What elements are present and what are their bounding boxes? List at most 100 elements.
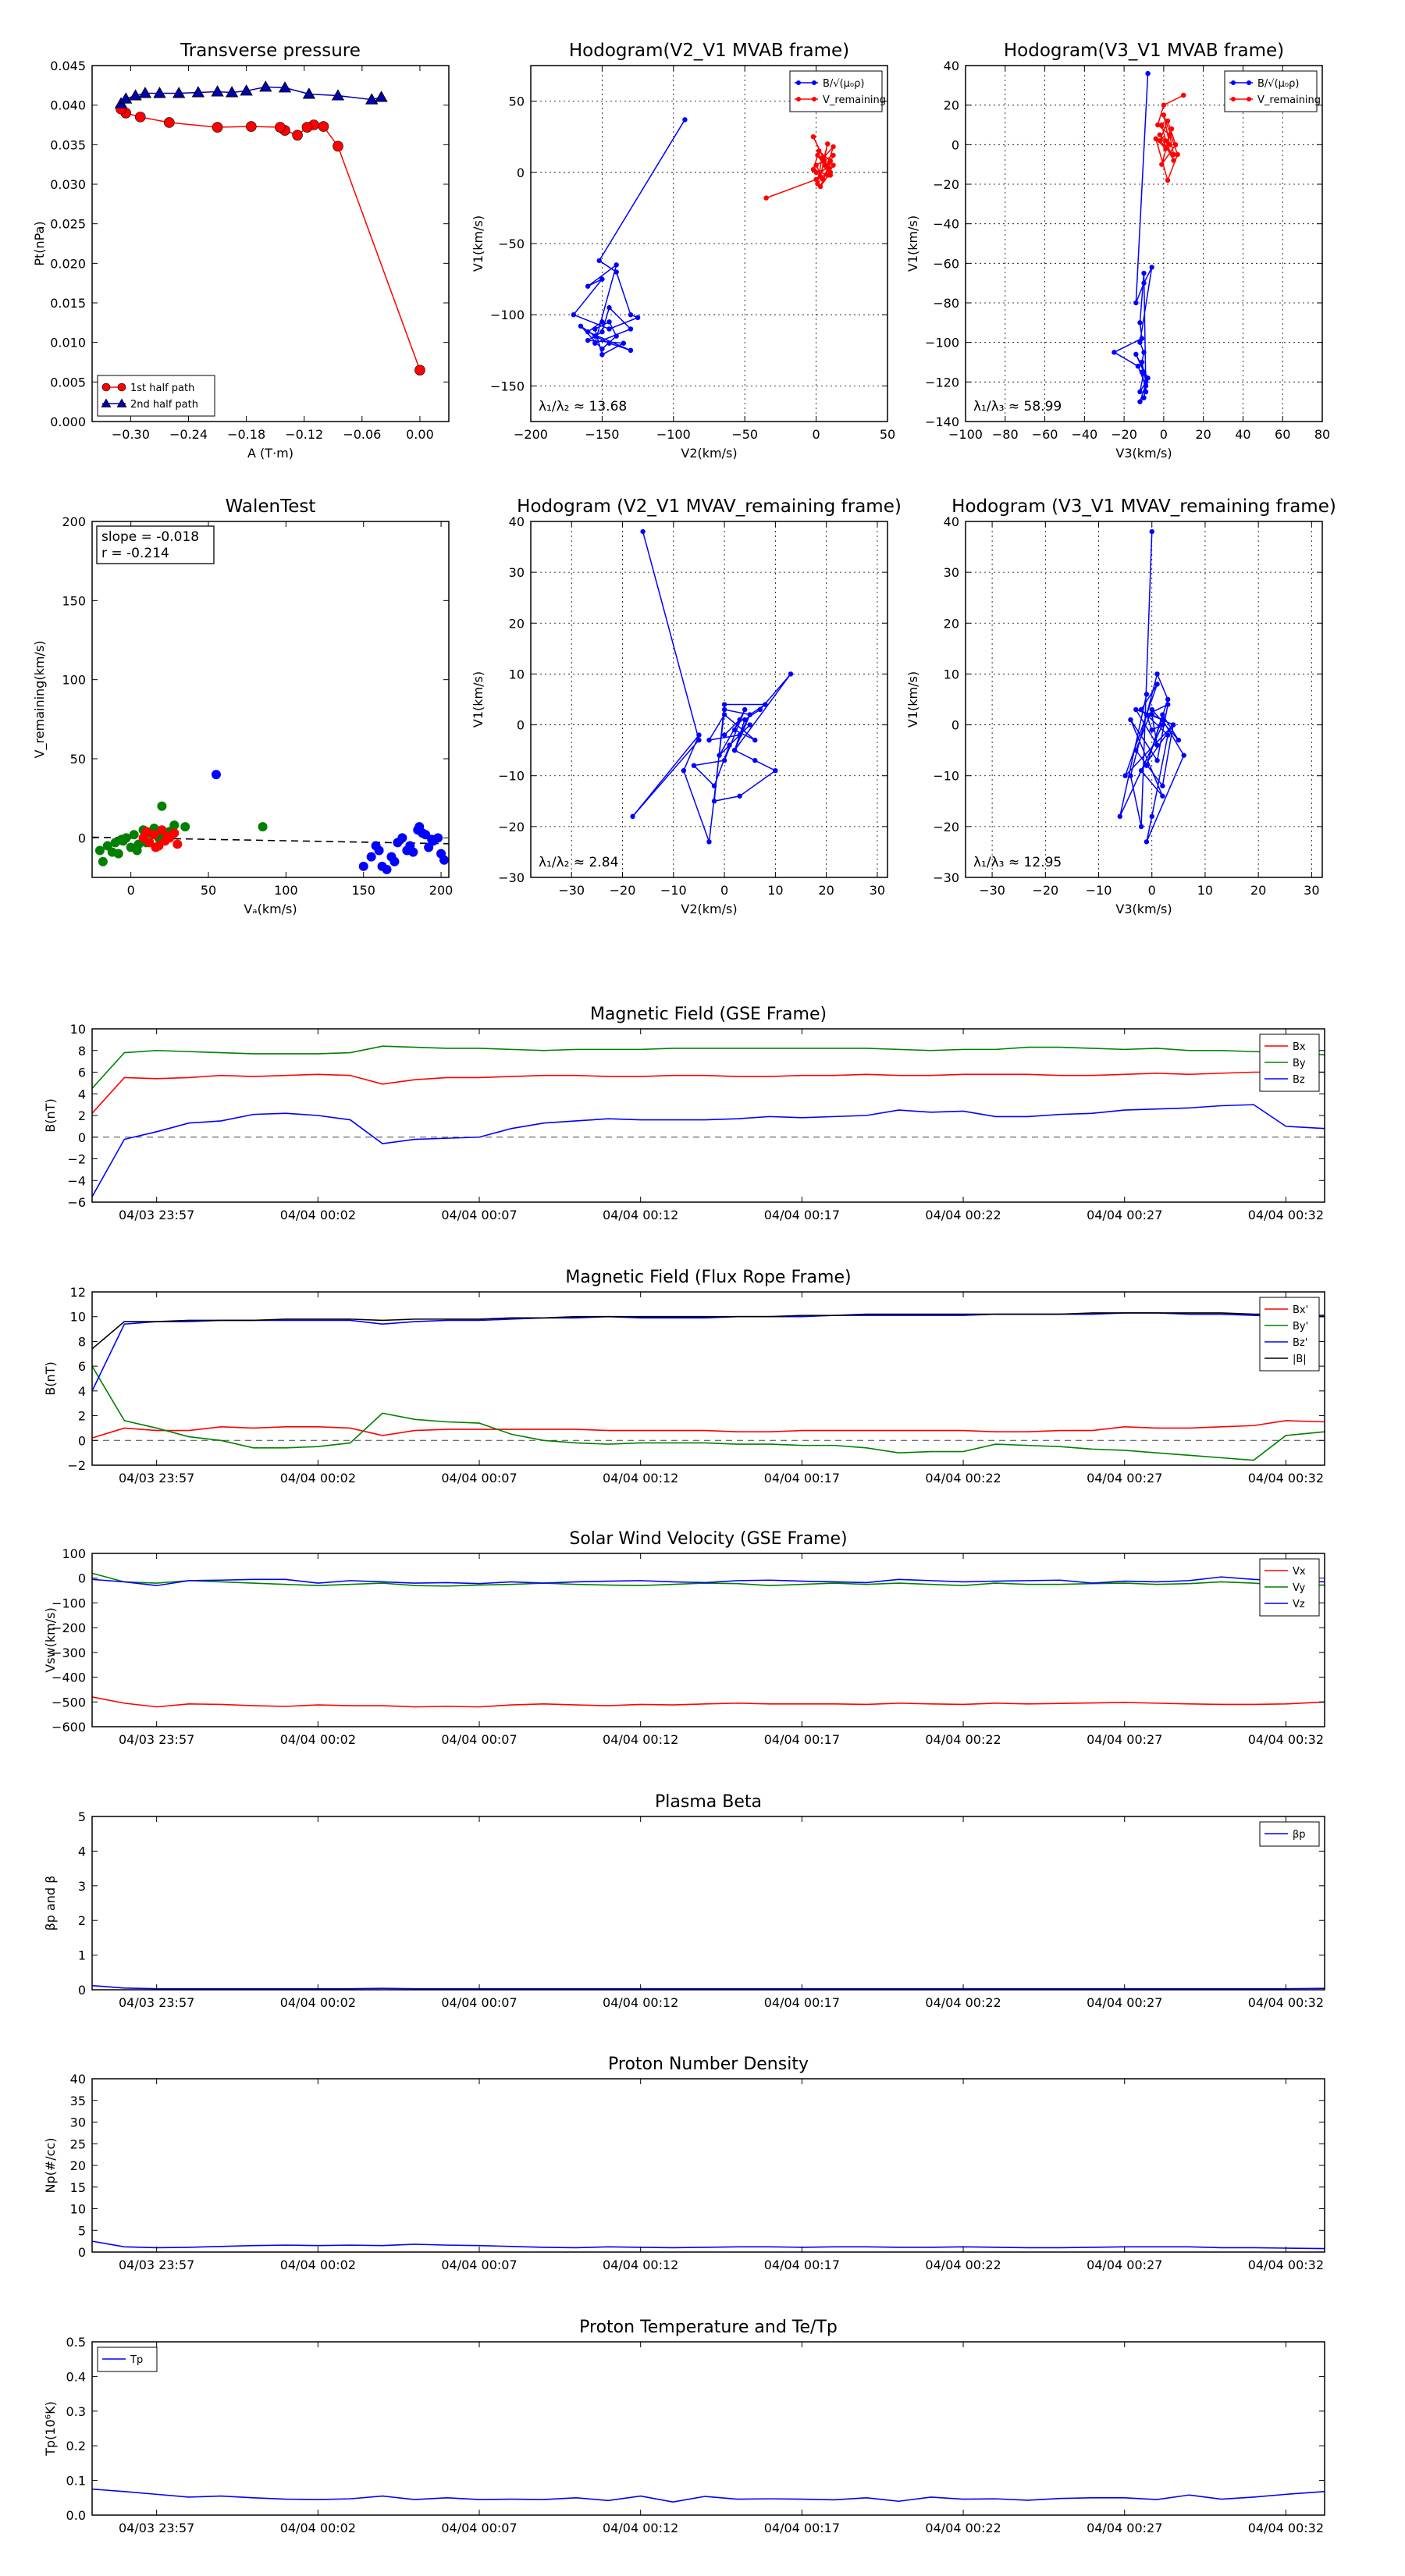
data-point [191,86,205,98]
data-point [606,340,612,346]
y-tick-label: −30 [933,870,959,885]
y-tick-label: 0.025 [50,217,86,232]
chart-title: Proton Number Density [608,2055,809,2074]
y-tick-label: 3 [78,1879,86,1894]
data-point [275,122,286,133]
x-tick-label: 04/04 00:32 [1248,1732,1324,1747]
x-tick-label: −30 [979,883,1005,898]
data-point [1154,757,1160,763]
x-tick-label: −20 [1032,883,1058,898]
data-point [717,753,722,758]
x-tick-label: 04/03 23:57 [119,1208,194,1222]
data-point [606,319,612,325]
x-tick-label: 50 [880,427,895,442]
y-tick-label: 4 [78,1384,86,1399]
series-line [572,119,686,356]
data-point [141,827,151,837]
data-point [813,169,819,175]
data-point [599,276,605,282]
chart-10: Plasma Beta 0 1 2 3 4 5 04/03 23:57 04/04 00:02 0… [43,1792,1325,2010]
data-point [1161,112,1167,118]
data-point [752,757,758,763]
chart-title: Hodogram (V3_V1 MVAV_remaining frame) [951,496,1336,517]
legend-label: Vx [1293,1566,1306,1578]
legend-frame [1259,1297,1320,1372]
data-point [1167,142,1172,148]
x-tick-label: 150 [351,883,375,898]
y-tick-label: −60 [933,256,959,271]
x-tick-label: 04/04 00:12 [603,1208,678,1222]
data-point [414,365,425,375]
series-line [120,86,382,105]
data-point [721,732,727,738]
x-tick-label: −10 [1086,883,1112,898]
data-point [691,763,697,768]
data-point [1153,136,1158,141]
data-point [1141,280,1147,286]
plot-area [92,1045,1325,1197]
legend-frame [1224,70,1318,112]
data-point [427,834,437,845]
axes-frame [91,1028,1325,1203]
legend-label: Vy [1293,1582,1306,1594]
y-tick-label: −10 [498,769,525,784]
data-point [1128,773,1133,778]
x-tick-label: 04/04 00:17 [764,1995,840,2010]
legend-label: B/√(μ₀ρ) [823,78,864,90]
y-tick-label: 15 [70,2180,86,2195]
series-bz- [92,1312,1325,1392]
legend-marker [1231,80,1236,85]
data-point [628,347,634,353]
data-point [1171,158,1176,163]
data-point [721,706,727,713]
legend-marker [116,398,127,407]
data-point [1149,706,1154,713]
data-point [1165,702,1171,707]
legend: 1st half path 2nd half path [97,375,215,417]
data-point [737,717,742,723]
data-point [1128,717,1133,723]
y-axis-label: Vsw(km/s) [43,1607,58,1672]
y-tick-label: −100 [490,308,525,322]
y-tick-label: 40 [509,514,525,529]
data-point [1144,712,1150,717]
data-point [813,162,819,168]
data-point [180,822,190,832]
x-axis-label: V3(km/s) [1115,446,1172,461]
y-axis-label: βp and β [43,1876,58,1931]
data-point [1159,162,1165,167]
y-tick-label: 0 [78,1983,86,1998]
chart-9: Solar Wind Velocity (GSE Frame) −600 −500 −… [43,1529,1325,1747]
plot-area [92,2240,1325,2250]
data-point [1154,681,1160,687]
data-point [773,768,778,774]
series-by- [92,1365,1325,1461]
axes-frame [91,2078,1325,2253]
chart-title: Magnetic Field (Flux Rope Frame) [565,1268,851,1287]
data-point [1133,351,1139,358]
x-tick-label: 04/04 00:32 [1248,1995,1324,2010]
y-tick-label: 2 [78,1913,86,1928]
data-point [630,813,635,820]
series-line [92,1576,1325,1587]
legend-label: Bx [1293,1041,1306,1053]
legend-label: V_remaining [1257,94,1321,106]
data-point [1138,706,1144,713]
x-tick-label: 04/03 23:57 [119,1995,194,2010]
data-point [1137,399,1143,404]
data-point [1163,138,1168,144]
series-b- [1112,70,1154,404]
x-tick-label: 04/04 00:02 [280,1471,356,1485]
y-tick-label: −20 [933,820,959,834]
data-point [1145,70,1151,76]
series-2nd-half-path [114,80,388,109]
data-point [172,87,186,98]
data-point [1171,151,1176,158]
data-point [366,852,376,862]
data-point [706,839,712,845]
data-point [706,737,712,743]
legend-label: βp [1293,1829,1306,1841]
data-point [358,861,368,871]
y-tick-label: 2 [78,1108,86,1123]
y-axis-label: Tp(10⁶K) [43,2401,58,2457]
